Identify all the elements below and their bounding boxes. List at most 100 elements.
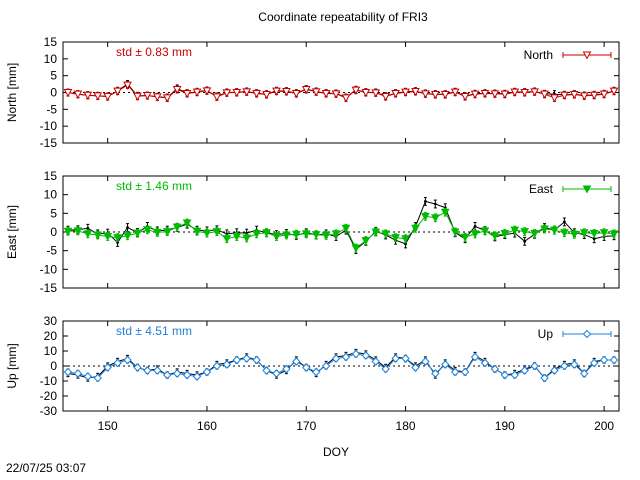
east-y-axis-label: East [mm]: [5, 205, 19, 259]
x-tick-label: 180: [396, 419, 416, 433]
north-data-point: [381, 93, 391, 102]
east-data-point: [182, 219, 192, 228]
east-legend-marker: [582, 185, 592, 194]
up-data-point: [570, 360, 579, 369]
east-raw-point: [562, 220, 566, 224]
north-data-point: [351, 86, 361, 95]
north-y-tick-label: 5: [50, 69, 57, 83]
east-data-point: [93, 231, 103, 240]
north-std-label: std ± 0.83 mm: [116, 45, 192, 59]
east-data-point: [411, 224, 420, 233]
north-data-point: [331, 90, 341, 99]
east-legend-label: East: [529, 182, 554, 196]
north-data-point: [113, 87, 122, 96]
up-data-point: [441, 360, 450, 369]
up-data-point: [282, 364, 291, 374]
east-data-point: [490, 232, 500, 241]
east-data-point: [202, 229, 212, 238]
east-data-point: [301, 230, 311, 239]
north-data-point: [123, 81, 132, 90]
east-data-point: [560, 229, 569, 238]
east-data-point: [123, 232, 132, 241]
up-data-point: [371, 357, 380, 366]
north-data-point: [361, 89, 371, 98]
up-data-point: [599, 355, 609, 365]
up-data-point: [589, 358, 599, 368]
north-data-point: [599, 90, 609, 99]
east-data-point: [331, 230, 341, 239]
north-data-point: [371, 89, 381, 98]
east-raw-point: [473, 225, 477, 228]
east-data-point: [421, 212, 430, 221]
up-y-tick-label: -10: [40, 374, 58, 388]
up-data-point: [172, 369, 182, 378]
east-data-point: [291, 230, 301, 239]
x-tick-label: 190: [495, 419, 515, 433]
up-y-axis-label: Up [mm]: [5, 343, 19, 388]
up-data-point: [391, 354, 400, 363]
up-data-point: [490, 364, 500, 374]
north-data-point: [232, 89, 242, 98]
east-data-point: [599, 229, 609, 238]
x-tick-label: 200: [594, 419, 614, 433]
up-data-point: [272, 369, 281, 378]
up-data-point: [163, 370, 172, 380]
east-data-point: [589, 229, 599, 239]
east-data-point: [83, 230, 93, 239]
north-data-point: [143, 92, 152, 101]
east-data-point: [391, 234, 400, 243]
north-data-point: [272, 87, 281, 96]
east-data-point: [500, 229, 510, 239]
north-data-point: [222, 89, 232, 98]
north-data-point: [560, 91, 569, 100]
up-data-point: [153, 366, 162, 375]
up-data-point: [341, 352, 351, 362]
up-data-point: [609, 355, 619, 365]
east-raw-point: [433, 202, 437, 206]
up-data-point: [182, 370, 192, 380]
up-data-point: [540, 373, 549, 383]
north-data-point: [470, 90, 480, 99]
east-y-tick-label: 0: [50, 225, 57, 239]
east-raw-point: [592, 237, 596, 241]
up-data-point: [292, 357, 301, 366]
up-legend-marker: [582, 329, 592, 339]
up-data-point: [192, 372, 202, 381]
up-y-tick-label: -30: [40, 404, 58, 418]
up-data-point: [123, 355, 132, 365]
north-data-point: [430, 91, 440, 100]
north-data-point: [202, 87, 212, 96]
up-data-point: [381, 364, 390, 374]
up-data-point: [520, 366, 529, 375]
east-data-point: [361, 237, 371, 246]
east-data-point: [579, 229, 589, 238]
east-data-point: [152, 228, 162, 237]
east-data-point: [143, 226, 152, 235]
east-data-point: [242, 234, 252, 243]
north-data-point: [500, 90, 510, 99]
up-data-point: [331, 354, 341, 363]
north-data-point: [93, 92, 103, 101]
east-y-tick-label: 15: [44, 169, 58, 183]
east-data-point: [381, 230, 391, 239]
north-data-point: [609, 87, 619, 96]
north-data-point: [530, 88, 539, 97]
up-data-point: [361, 351, 371, 360]
east-data-point: [530, 229, 539, 239]
east-y-tick-label: 5: [50, 206, 57, 220]
north-data-point: [401, 88, 410, 97]
east-data-point: [172, 223, 182, 232]
x-tick-label: 160: [197, 419, 217, 433]
north-data-point: [282, 87, 291, 97]
north-data-point: [242, 88, 252, 97]
east-data-point: [212, 228, 222, 237]
north-data-point: [450, 88, 460, 97]
east-data-point: [510, 226, 520, 235]
up-data-point: [580, 369, 589, 378]
east-data-point: [550, 226, 559, 235]
north-data-point: [103, 93, 113, 102]
east-data-point: [540, 225, 549, 234]
up-std-label: std ± 4.51 mm: [116, 324, 192, 338]
north-data-point: [440, 91, 450, 100]
east-data-point: [73, 227, 83, 236]
